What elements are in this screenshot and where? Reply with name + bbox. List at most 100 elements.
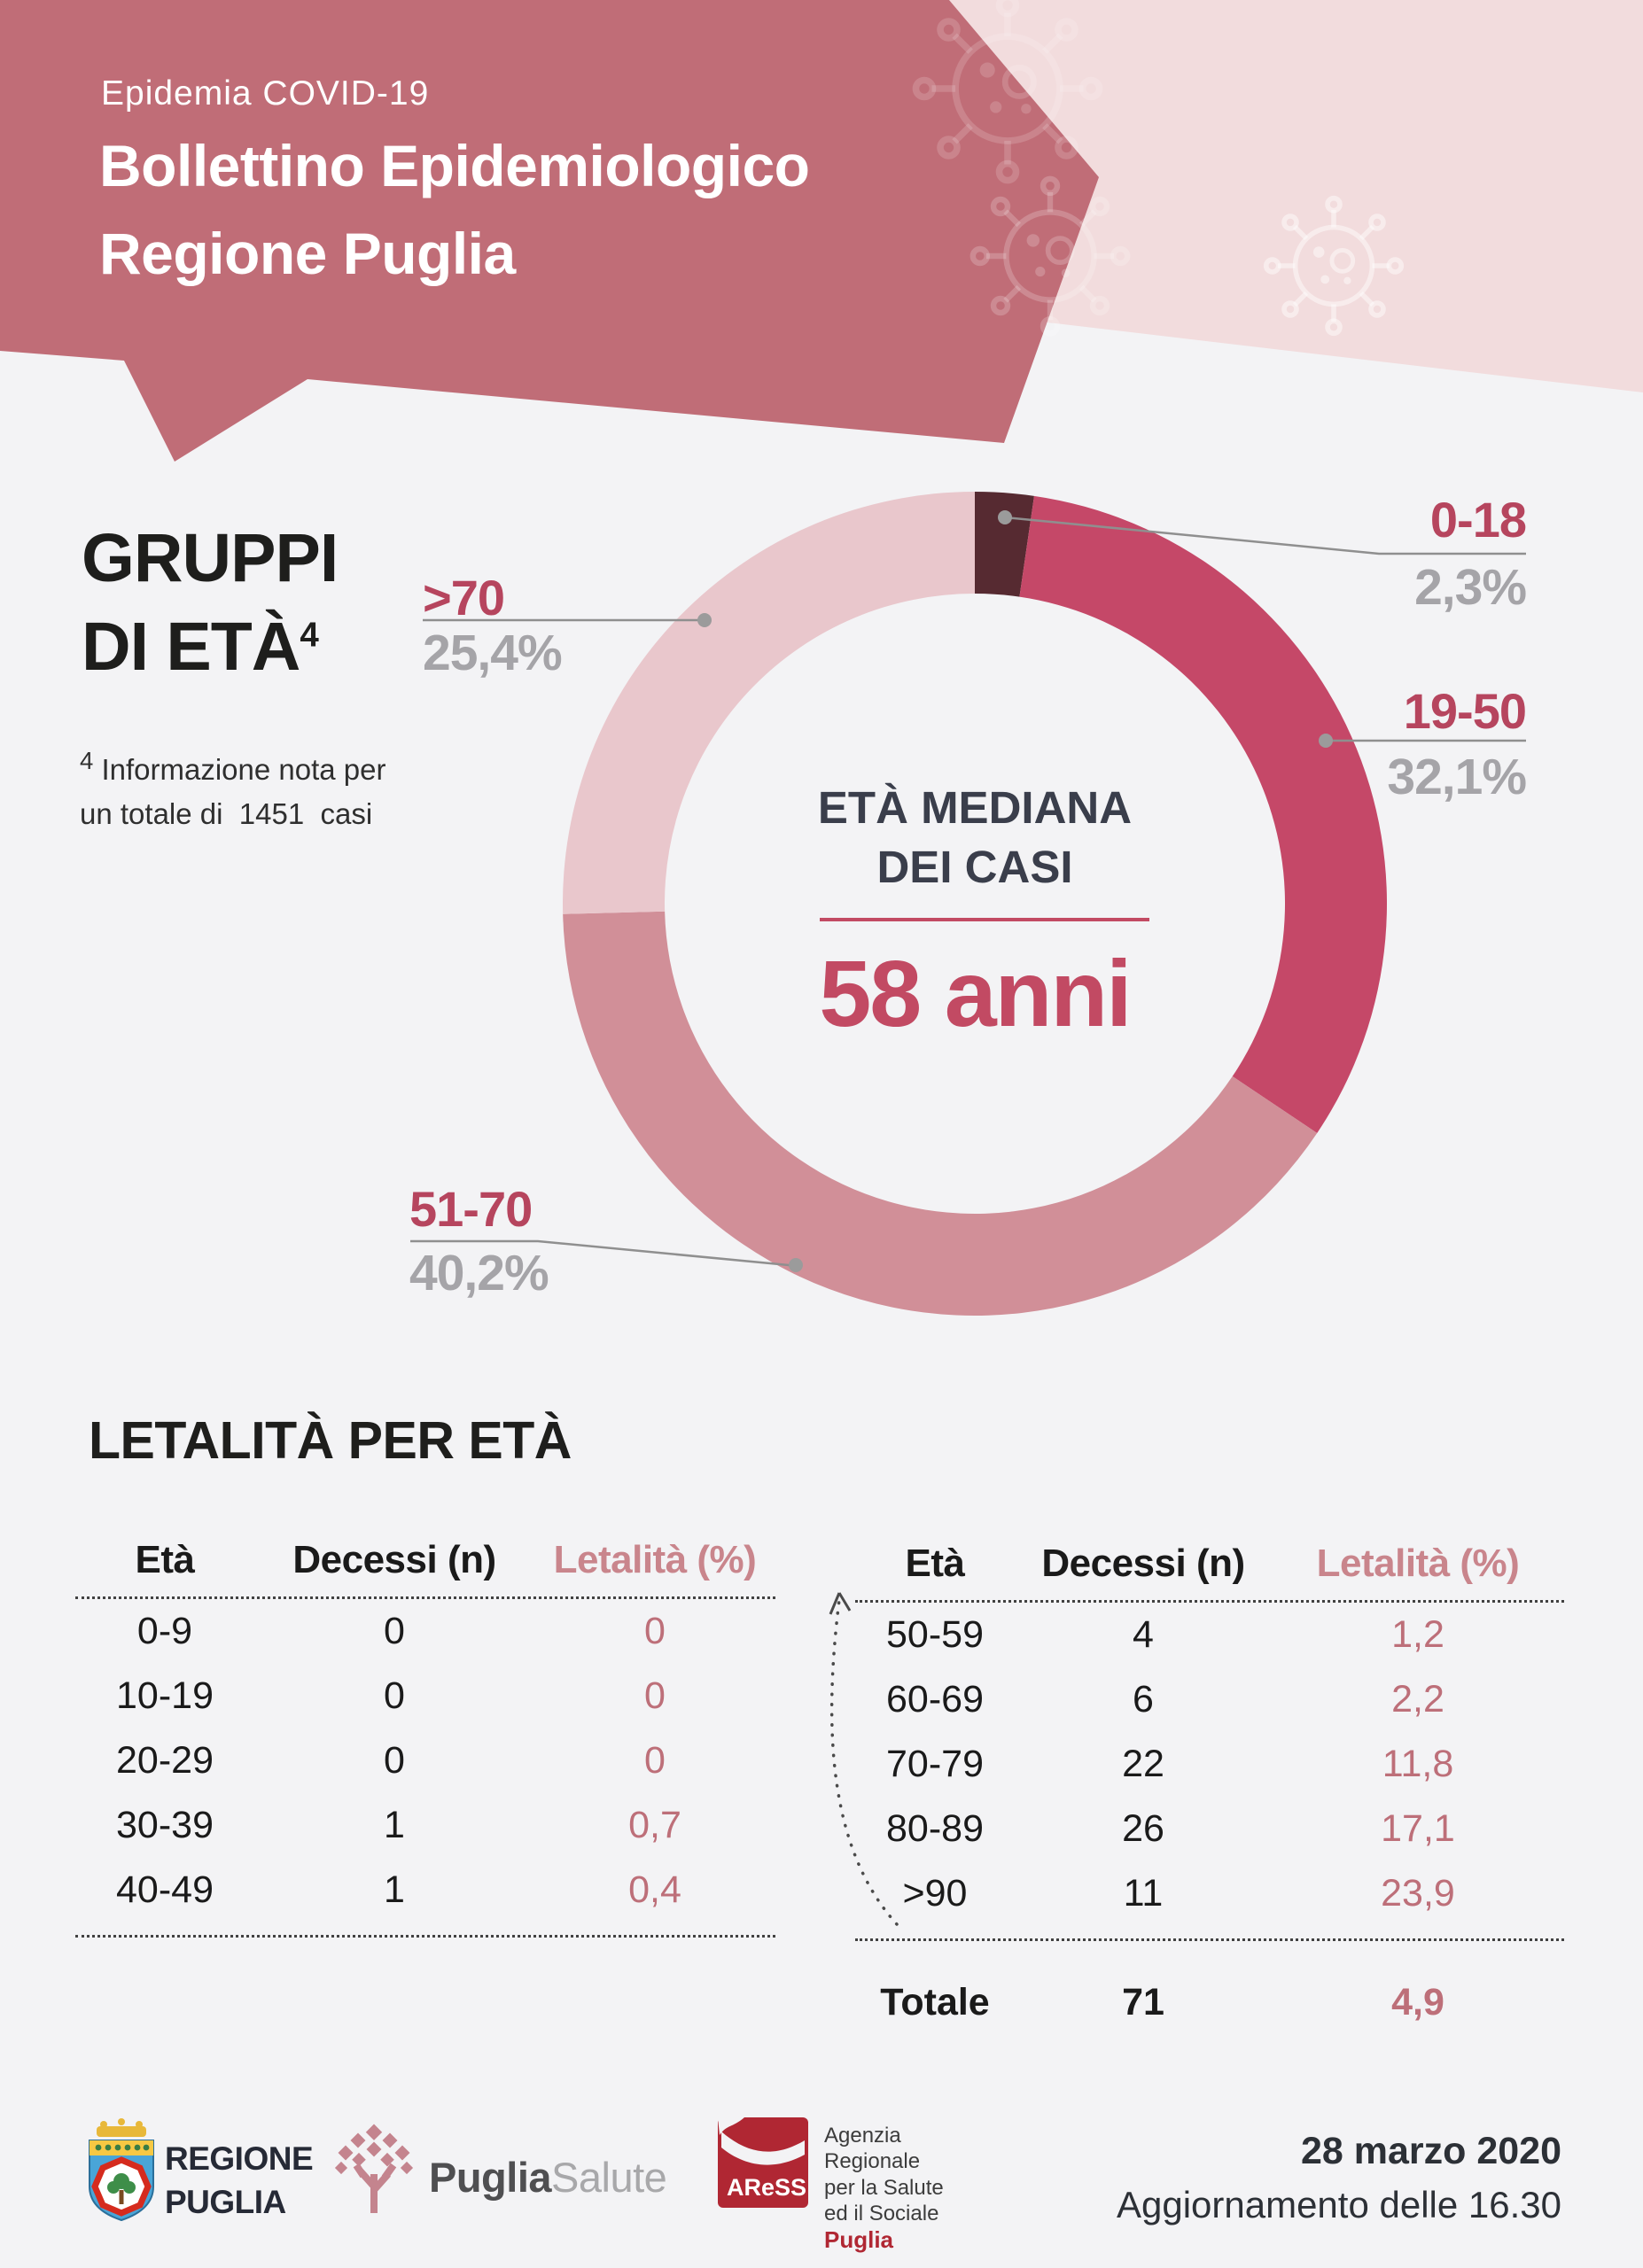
- page-title-line2: Regione Puglia: [99, 221, 516, 286]
- regione-line2: PUGLIA: [165, 2184, 286, 2221]
- footnote-line1: Informazione nota per: [93, 753, 386, 786]
- table-cell: 30-39: [116, 1804, 214, 1846]
- table-cell: 50-59: [886, 1613, 984, 1656]
- table-cell: 70-79: [886, 1743, 984, 1785]
- letality-table-right: Età Decessi (n) Letalità (%) 50-59 4 1,2 60…: [855, 1506, 1564, 2042]
- dotted-divider: [75, 1935, 775, 1938]
- table-cell: 0: [644, 1674, 666, 1717]
- table-rows: 0-9 0 0 10-19 0 0 20-29 0 0 30-39 1 0,7 40-49 1 0,4: [75, 1599, 775, 1922]
- page-title: Bollettino Epidemiologico Regione Puglia: [99, 122, 810, 298]
- callout-pct-19-50: 32,1%: [1387, 749, 1527, 805]
- table-cell: 60-69: [886, 1678, 984, 1720]
- puglia-salute-part1: Puglia: [429, 2154, 552, 2201]
- callout-pct-51-70: 40,2%: [409, 1245, 549, 1301]
- callout-leader-lines: [410, 516, 1526, 1268]
- table-cell: 6: [1133, 1678, 1154, 1720]
- aress-logo-text: AReSS: [727, 2174, 806, 2201]
- aress-agency-text: Agenzia Regionale per la Salute ed il So…: [824, 2123, 944, 2255]
- aress-line4: ed il Sociale: [824, 2201, 939, 2225]
- table-cell: 0: [384, 1739, 405, 1782]
- total-label: Totale: [880, 1980, 990, 2023]
- virus-icon: [1266, 198, 1402, 334]
- callout-leader-dots: [697, 510, 1333, 1272]
- dotted-divider: [855, 1600, 1564, 1603]
- date-text: 28 marzo 2020: [1300, 2130, 1561, 2172]
- table-cell: 11: [1123, 1872, 1164, 1915]
- col-header-decessi: Decessi (n): [292, 1538, 496, 1581]
- col-header-letalita: Letalità (%): [1316, 1542, 1520, 1585]
- table-cell: 0-9: [136, 1610, 193, 1652]
- dotted-divider: [75, 1596, 775, 1599]
- center-label-line1: ETÀ MEDIANA: [817, 782, 1133, 833]
- footnote-line2: un totale di 1451 casi: [80, 796, 373, 830]
- age-groups-heading-line1: GRUPPI: [82, 520, 339, 596]
- donut-slice-5170: [563, 911, 1318, 1317]
- table-total-row: Totale 71 4,9: [855, 1962, 1564, 2042]
- donut-slice-1950: [1019, 495, 1388, 1133]
- age-groups-heading-line2: DI ETÀ: [82, 609, 300, 686]
- aress-line2: Regionale: [824, 2149, 921, 2174]
- aress-line3: per la Salute: [824, 2175, 944, 2200]
- table-cell: 0: [384, 1674, 405, 1717]
- dotted-divider: [855, 1938, 1564, 1941]
- callout-pct-0-18: 2,3%: [1414, 559, 1527, 616]
- puglia-salute-tree-icon: [334, 2124, 414, 2213]
- table-cell: 40-49: [116, 1868, 214, 1911]
- col-header-decessi: Decessi (n): [1041, 1542, 1245, 1585]
- callout-range-19-50: 19-50: [1403, 683, 1527, 739]
- virus-icon: [915, 0, 1099, 181]
- age-groups-footnote: 4 Informazione nota per un totale di 145…: [80, 742, 386, 835]
- table-cell: 0,7: [628, 1804, 681, 1846]
- aress-line1: Agenzia: [824, 2124, 901, 2148]
- table-cell: 23,9: [1381, 1872, 1455, 1915]
- table-rows: 50-59 4 1,2 60-69 6 2,2 70-79 22 11,8 80-89 26 17,1…: [855, 1603, 1564, 1926]
- total-decessi: 71: [1122, 1980, 1164, 2023]
- table-header-row: Età Decessi (n) Letalità (%): [855, 1506, 1564, 1600]
- table-cell: 0: [644, 1739, 666, 1782]
- table-header-row: Età Decessi (n) Letalità (%): [75, 1506, 775, 1596]
- age-groups-heading: GRUPPI DI ETÀ4: [82, 514, 339, 691]
- letality-section-title: LETALITÀ PER ETÀ: [89, 1411, 572, 1470]
- callout-pct-gt70: 25,4%: [423, 625, 563, 681]
- callout-range-0-18: 0-18: [1429, 492, 1527, 548]
- col-header-eta: Età: [905, 1542, 965, 1585]
- aress-puglia: Puglia: [824, 2226, 894, 2254]
- table-cell: 1: [384, 1868, 405, 1911]
- puglia-salute-wordmark: PugliaSalute: [429, 2153, 667, 2202]
- header-kicker: Epidemia COVID-19: [101, 74, 430, 113]
- center-label-line2: DEI CASI: [876, 842, 1073, 893]
- table-cell: >90: [902, 1872, 968, 1915]
- table-cell: 11,8: [1382, 1743, 1454, 1785]
- table-cell: 20-29: [116, 1739, 214, 1782]
- total-letalita: 4,9: [1391, 1980, 1444, 2023]
- regione-puglia-wordmark: REGIONE PUGLIA: [165, 2137, 314, 2224]
- donut-center-value: 58 anni: [819, 942, 1132, 1046]
- header-bubble-shape: [0, 0, 1099, 462]
- regione-line1: REGIONE: [165, 2140, 314, 2177]
- table-cell: 0: [384, 1610, 405, 1652]
- table-cell: 10-19: [116, 1674, 214, 1717]
- table-cell: 0,4: [628, 1868, 681, 1911]
- table-cell: 26: [1122, 1807, 1164, 1850]
- table-cell: 4: [1133, 1613, 1154, 1656]
- table-cell: 17,1: [1381, 1807, 1455, 1850]
- col-header-letalita: Letalità (%): [553, 1538, 757, 1581]
- update-date-block: 28 marzo 2020 Aggiornamento delle 16.30: [1117, 2130, 1561, 2226]
- table-cell: 22: [1122, 1743, 1164, 1785]
- table-cell: 1,2: [1391, 1613, 1444, 1656]
- col-header-eta: Età: [135, 1538, 195, 1581]
- letality-table-left: Età Decessi (n) Letalità (%) 0-9 0 0 10-19 0…: [75, 1506, 775, 1938]
- table-connector-arrow: [829, 1592, 899, 1926]
- footnote-sup: 4: [80, 747, 94, 774]
- virus-icon: [973, 179, 1127, 333]
- table-cell: 2,2: [1391, 1678, 1444, 1720]
- update-time-text: Aggiornamento delle 16.30: [1116, 2184, 1561, 2225]
- puglia-salute-part2: Salute: [551, 2154, 667, 2201]
- age-groups-heading-sup: 4: [300, 616, 318, 655]
- pink-panel-shape: [949, 0, 1643, 392]
- page-title-line1: Bollettino Epidemiologico: [99, 133, 810, 198]
- aress-logo: AReSS: [718, 2117, 808, 2208]
- table-cell: 80-89: [886, 1807, 984, 1850]
